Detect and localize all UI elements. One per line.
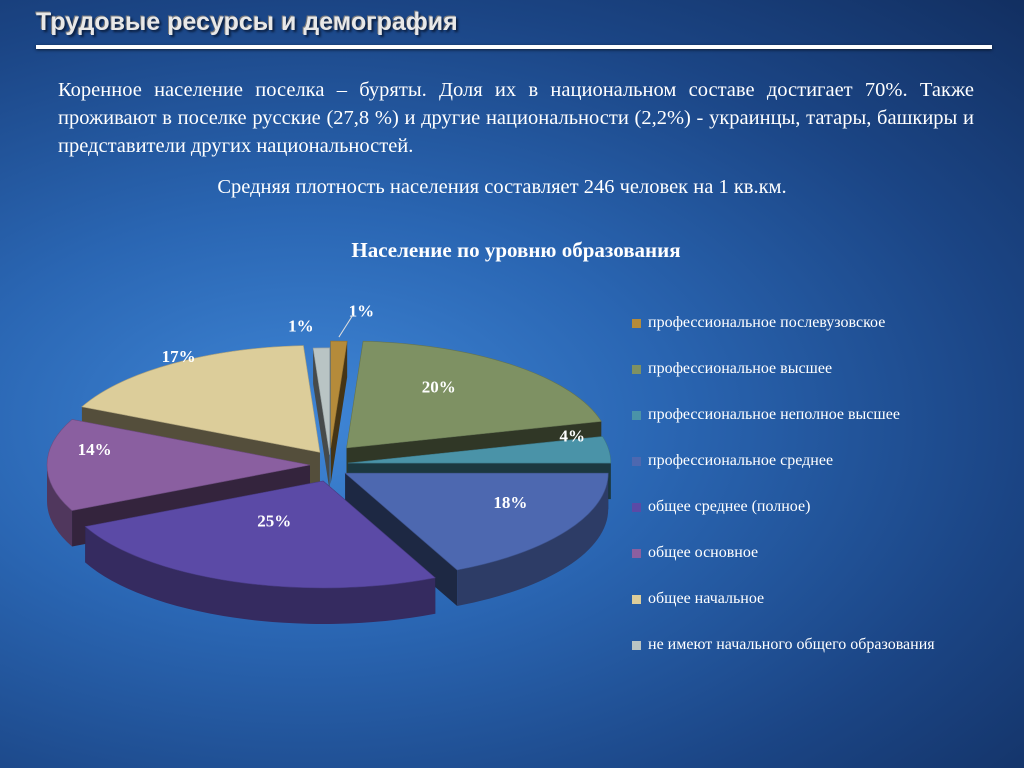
pie-slice-top [46, 419, 311, 511]
chart-legend: профессиональное послевузовское профессио… [631, 312, 981, 656]
pie-slice [330, 340, 348, 485]
pie-data-label: 17% [162, 347, 196, 366]
legend-swatch [632, 595, 641, 604]
pie-slice [84, 480, 436, 624]
pie-slice-top [330, 340, 348, 449]
legend-swatch [632, 641, 641, 650]
pie-data-label: 14% [78, 440, 112, 459]
pie-data-label: 18% [493, 493, 527, 512]
pie-slice-top [347, 436, 612, 464]
legend-swatch [632, 457, 641, 466]
pie-data-label: 4% [560, 427, 586, 446]
pie-data-label: 20% [422, 378, 456, 397]
pie-data-label: 25% [257, 511, 291, 530]
legend-item: общее основное [631, 542, 981, 564]
legend-item: общее начальное [631, 588, 981, 610]
pie-slice-side [47, 465, 73, 547]
legend-label: профессиональное неполное высшее [648, 406, 900, 423]
legend-item: профессиональное высшее [631, 358, 981, 380]
legend-label: общее основное [648, 544, 759, 561]
chart-title: Население по уровню образования [351, 238, 681, 262]
legend-item: профессиональное неполное высшее [631, 404, 981, 426]
pie-data-label: 1% [288, 316, 314, 335]
pie-slice-wall [330, 341, 348, 485]
pie-slice-top [344, 472, 609, 571]
density-text: Средняя плотность населения составляет 2… [217, 176, 787, 198]
legend-label: общее начальное [648, 590, 765, 607]
legend-label: профессиональное послевузовское [648, 314, 886, 331]
legend-swatch [632, 549, 641, 558]
label-leader-line [338, 314, 354, 338]
pie-slice-side [85, 526, 436, 624]
legend-label: общее среднее (полное) [648, 498, 811, 515]
pie-slice [312, 347, 330, 491]
legend-label: не имеют начального общего образования [648, 636, 935, 653]
pie-slice-top [346, 340, 602, 449]
legend-swatch [632, 319, 641, 328]
legend-item: не имеют начального общего образования [631, 634, 981, 656]
title-divider [36, 45, 992, 49]
legend-label: профессиональное среднее [648, 452, 834, 469]
legend-item: общее среднее (полное) [631, 496, 981, 518]
pie-slice-top [312, 347, 330, 455]
pie-data-label: 1% [349, 302, 375, 321]
legend-item: профессиональное послевузовское [631, 312, 981, 334]
pie-slice-top [81, 345, 321, 453]
slide-title: Трудовые ресурсы и демография [36, 8, 458, 36]
pie-slice-wall [313, 348, 330, 491]
pie-slice-top [84, 480, 436, 589]
legend-item: профессиональное среднее [631, 450, 981, 472]
legend-swatch [632, 411, 641, 420]
pie-slice-side [457, 473, 609, 607]
legend-label: профессиональное высшее [648, 360, 833, 377]
intro-paragraph: Коренное население поселка – буряты. Дол… [58, 79, 974, 157]
legend-swatch [632, 365, 641, 374]
legend-swatch [632, 503, 641, 512]
